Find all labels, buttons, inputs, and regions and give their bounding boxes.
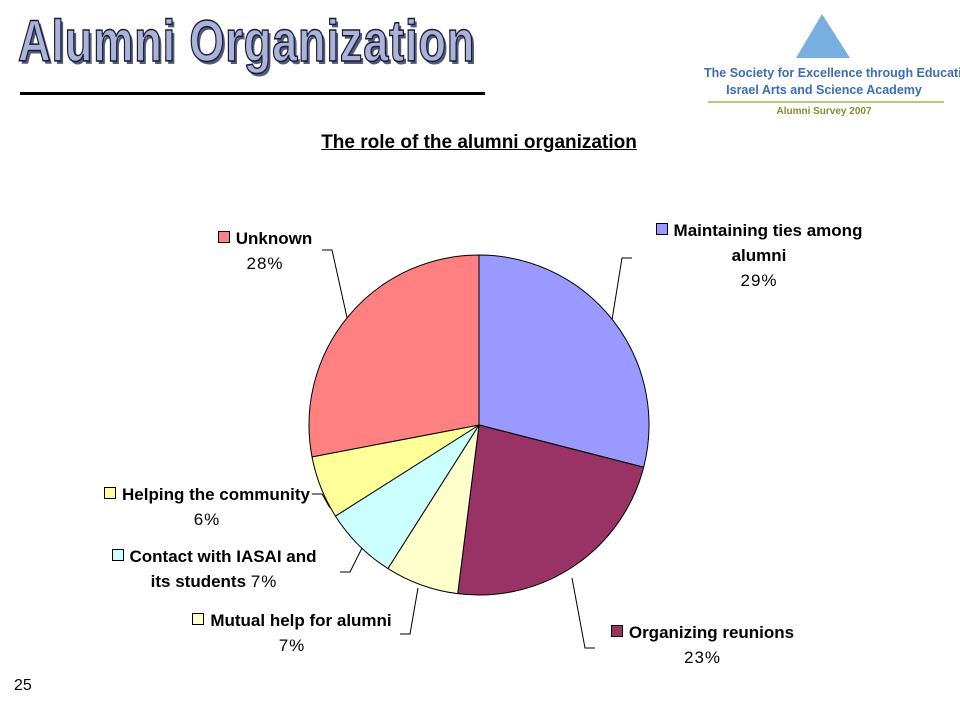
legend-swatch — [192, 613, 205, 625]
value-label: 7% — [278, 636, 306, 655]
pie — [308, 254, 650, 596]
slice-label: Helping the community 6% — [82, 482, 332, 532]
value-label: 29% — [740, 271, 778, 290]
category-label: Organizing reunions — [628, 623, 795, 642]
value-label: 23% — [683, 648, 722, 667]
pie-slice — [457, 424, 645, 596]
logo-text: Alumni Survey 2007 — [776, 106, 872, 117]
title-rule — [20, 92, 485, 95]
page-number: 25 — [14, 677, 32, 694]
slice-label: Organizing reunions 23% — [590, 620, 815, 670]
legend-swatch — [610, 625, 623, 637]
value-label: 28% — [246, 254, 284, 273]
category-label: Mutual help for alumni — [210, 611, 392, 630]
slice-label: Unknown 28% — [205, 226, 325, 276]
legend-swatch — [655, 223, 668, 235]
legend-swatch — [104, 487, 117, 499]
category-label: Contact with IASAI and its students — [129, 547, 317, 591]
logo-icon — [796, 14, 850, 58]
legend-swatch — [217, 231, 230, 243]
category-label: Maintaining ties among alumni — [673, 221, 863, 265]
leader-lines — [312, 249, 632, 649]
pie-slice — [478, 254, 650, 468]
value-label: 7% — [250, 572, 278, 591]
slice-label: Maintaining ties among alumni 29% — [635, 218, 883, 293]
category-label: Helping the community — [122, 485, 310, 504]
category-label: Unknown — [235, 229, 313, 248]
logo-text: Israel Arts and Science Academy — [726, 83, 922, 97]
slide-title: Alumni Organization — [17, 8, 476, 75]
slice-label: Mutual help for alumni 7% — [172, 608, 412, 658]
legend-swatch — [111, 549, 124, 561]
slice-label: Contact with IASAI and its students 7% — [105, 544, 323, 594]
logo-text: The Society for Excellence through Educa… — [704, 66, 960, 80]
value-label: 6% — [193, 510, 221, 529]
chart-title: The role of the alumni organization — [321, 132, 637, 153]
pie-slice — [308, 254, 480, 458]
